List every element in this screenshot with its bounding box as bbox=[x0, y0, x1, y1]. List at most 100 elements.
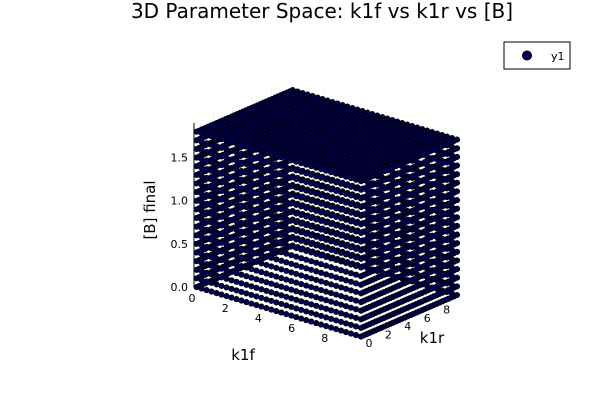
data-point bbox=[357, 255, 365, 262]
data-point bbox=[243, 299, 250, 306]
data-point bbox=[323, 297, 330, 304]
data-point bbox=[238, 245, 245, 252]
data-point bbox=[198, 259, 205, 266]
data-point bbox=[293, 210, 300, 217]
data-point bbox=[352, 280, 360, 287]
data-point bbox=[347, 226, 355, 234]
data-point bbox=[347, 296, 355, 303]
data-point bbox=[223, 154, 230, 162]
data-point bbox=[352, 271, 360, 278]
data-point bbox=[313, 207, 320, 214]
data-point bbox=[352, 306, 360, 313]
data-point bbox=[243, 204, 250, 211]
y-tick-label: 4 bbox=[404, 320, 411, 333]
data-point bbox=[318, 252, 325, 259]
data-point bbox=[357, 178, 365, 185]
data-point bbox=[223, 189, 230, 196]
data-point bbox=[323, 305, 330, 312]
data-point bbox=[338, 275, 345, 282]
data-point bbox=[223, 215, 230, 222]
data-point bbox=[263, 192, 270, 199]
data-point bbox=[303, 187, 310, 194]
data-point bbox=[288, 303, 295, 310]
data-point bbox=[263, 166, 270, 174]
data-point bbox=[333, 170, 340, 177]
data-point bbox=[333, 274, 340, 281]
data-point bbox=[243, 255, 250, 262]
data-point bbox=[357, 333, 365, 340]
data-point bbox=[263, 201, 270, 208]
data-point bbox=[268, 254, 275, 261]
data-point bbox=[243, 195, 250, 202]
data-point bbox=[333, 317, 340, 324]
data-point bbox=[323, 253, 330, 261]
data-point bbox=[313, 173, 320, 180]
data-point bbox=[288, 278, 295, 285]
data-point bbox=[357, 281, 365, 288]
data-point bbox=[283, 233, 290, 240]
data-point bbox=[228, 147, 235, 154]
data-point bbox=[352, 211, 360, 218]
data-point bbox=[233, 183, 240, 190]
data-point bbox=[258, 251, 265, 258]
data-point bbox=[193, 232, 200, 239]
data-point bbox=[198, 276, 205, 283]
data-point bbox=[308, 309, 315, 316]
data-point bbox=[233, 296, 240, 303]
data-point bbox=[258, 165, 265, 172]
data-point bbox=[213, 212, 220, 219]
data-point bbox=[203, 200, 210, 207]
data-point bbox=[303, 222, 310, 229]
data-point bbox=[208, 202, 215, 209]
data-point bbox=[342, 173, 350, 180]
data-point bbox=[223, 172, 230, 179]
data-point bbox=[248, 196, 255, 204]
data-point bbox=[333, 231, 340, 238]
data-point bbox=[338, 284, 345, 291]
data-point bbox=[338, 180, 345, 187]
data-point bbox=[357, 273, 365, 280]
data-point bbox=[218, 265, 225, 272]
data-point bbox=[213, 186, 220, 193]
data-point bbox=[243, 212, 250, 219]
data-point bbox=[218, 257, 225, 264]
data-point bbox=[263, 235, 270, 243]
data-point bbox=[298, 263, 305, 270]
data-point bbox=[193, 240, 200, 247]
data-point bbox=[228, 190, 235, 198]
data-point bbox=[243, 178, 250, 185]
data-point bbox=[333, 213, 340, 220]
data-point bbox=[342, 329, 350, 336]
data-point bbox=[342, 225, 350, 232]
data-point bbox=[228, 208, 235, 215]
data-point bbox=[357, 195, 365, 202]
data-point bbox=[342, 285, 350, 292]
data-point bbox=[323, 210, 330, 217]
data-point bbox=[208, 228, 215, 235]
data-point bbox=[248, 300, 255, 307]
data-point bbox=[248, 145, 255, 152]
data-point bbox=[258, 269, 265, 276]
data-point bbox=[258, 303, 265, 310]
data-point bbox=[218, 213, 225, 220]
data-point bbox=[288, 191, 295, 198]
data-point bbox=[233, 192, 240, 199]
data-point bbox=[273, 161, 280, 168]
data-point bbox=[273, 230, 280, 237]
data-point bbox=[198, 156, 205, 163]
data-point bbox=[338, 172, 345, 179]
data-point bbox=[228, 182, 235, 189]
data-point bbox=[347, 313, 355, 320]
data-point bbox=[263, 218, 270, 225]
data-point bbox=[258, 156, 265, 163]
data-point bbox=[238, 211, 245, 218]
data-point bbox=[342, 216, 350, 223]
data-point bbox=[273, 204, 280, 211]
data-point bbox=[203, 131, 210, 138]
data-point bbox=[293, 158, 300, 165]
data-point bbox=[238, 280, 245, 287]
data-point bbox=[298, 315, 305, 322]
data-point bbox=[203, 183, 210, 190]
data-point bbox=[352, 254, 360, 261]
data-point bbox=[258, 148, 265, 155]
